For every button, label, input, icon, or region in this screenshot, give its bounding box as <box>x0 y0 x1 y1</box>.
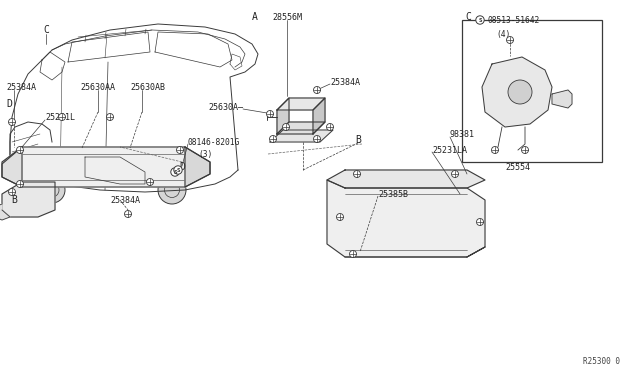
Text: S: S <box>173 170 177 174</box>
Circle shape <box>17 180 24 187</box>
Polygon shape <box>2 147 210 187</box>
Polygon shape <box>277 122 325 134</box>
Text: 25630AA: 25630AA <box>80 83 115 92</box>
Text: D: D <box>179 162 185 172</box>
Text: B: B <box>11 195 17 205</box>
Circle shape <box>349 250 356 257</box>
Circle shape <box>353 170 360 177</box>
Circle shape <box>171 168 179 176</box>
Polygon shape <box>482 57 552 127</box>
Text: 25384A: 25384A <box>6 83 36 92</box>
Text: 28556M: 28556M <box>272 13 302 22</box>
Text: D: D <box>6 99 12 109</box>
Bar <box>462 20 602 162</box>
Circle shape <box>158 176 186 204</box>
Circle shape <box>314 135 321 142</box>
Polygon shape <box>270 130 333 142</box>
Polygon shape <box>0 204 10 220</box>
Text: S: S <box>176 167 180 173</box>
Circle shape <box>8 119 15 125</box>
Text: 25384A: 25384A <box>110 196 140 205</box>
Polygon shape <box>185 147 210 187</box>
Circle shape <box>106 113 113 121</box>
Circle shape <box>177 147 184 154</box>
Text: (4): (4) <box>496 29 510 38</box>
Circle shape <box>506 36 513 44</box>
Text: 08146-8201G: 08146-8201G <box>188 138 240 147</box>
Circle shape <box>522 147 529 154</box>
Circle shape <box>147 179 154 186</box>
Text: C: C <box>43 25 49 35</box>
Circle shape <box>17 147 24 154</box>
Polygon shape <box>327 180 485 257</box>
Text: A: A <box>252 12 258 22</box>
Circle shape <box>282 124 289 131</box>
Polygon shape <box>327 170 485 188</box>
Circle shape <box>337 214 344 221</box>
Text: R25300 0: R25300 0 <box>583 357 620 366</box>
Polygon shape <box>552 90 572 108</box>
Circle shape <box>326 124 333 131</box>
Polygon shape <box>277 98 289 134</box>
Circle shape <box>492 147 499 154</box>
Polygon shape <box>277 98 325 110</box>
Text: B: B <box>355 135 361 145</box>
Circle shape <box>8 189 15 196</box>
Polygon shape <box>2 182 55 217</box>
Circle shape <box>508 80 532 104</box>
Circle shape <box>39 177 65 203</box>
Circle shape <box>476 16 484 24</box>
Circle shape <box>266 110 273 118</box>
Text: 25630AB: 25630AB <box>130 83 165 92</box>
Polygon shape <box>12 150 30 164</box>
Circle shape <box>125 211 131 218</box>
Circle shape <box>314 87 321 93</box>
Polygon shape <box>2 147 22 187</box>
Circle shape <box>58 113 65 121</box>
Text: C: C <box>465 12 471 22</box>
Text: 25630A—: 25630A— <box>208 103 243 112</box>
Text: S: S <box>478 17 482 22</box>
Text: 25384A: 25384A <box>330 77 360 87</box>
Circle shape <box>269 135 276 142</box>
Text: 08513-51642: 08513-51642 <box>488 16 540 25</box>
Text: 25385B: 25385B <box>378 189 408 199</box>
Circle shape <box>477 218 483 225</box>
Circle shape <box>451 170 458 177</box>
Circle shape <box>174 166 182 174</box>
Polygon shape <box>313 98 325 134</box>
Text: (3): (3) <box>198 150 212 158</box>
Text: 25231LA: 25231LA <box>432 145 467 154</box>
Text: 25231L: 25231L <box>45 112 75 122</box>
Text: 25554: 25554 <box>506 163 531 171</box>
Text: 98381: 98381 <box>450 129 475 138</box>
